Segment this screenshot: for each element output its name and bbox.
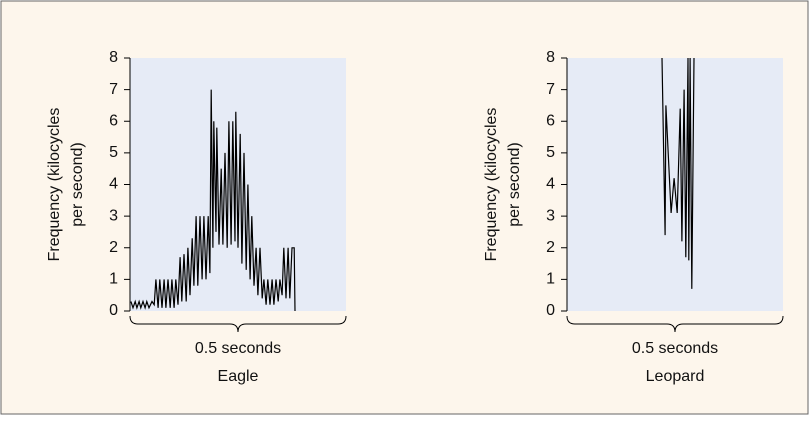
y-tick-label: 0 bbox=[109, 302, 118, 319]
y-tick-label: 8 bbox=[109, 49, 118, 66]
y-tick-label: 5 bbox=[546, 144, 555, 161]
data-line bbox=[130, 89, 296, 312]
y-axis-label: per second) bbox=[506, 142, 523, 227]
brace bbox=[566, 315, 784, 333]
data-line bbox=[661, 57, 695, 289]
y-axis-label: Frequency (kilocycles bbox=[483, 108, 500, 262]
y-tick-label: 8 bbox=[546, 49, 555, 66]
panel: 0 1 2 3 4 5 6 7 8 Frequency (kilocycles per second… bbox=[46, 49, 347, 385]
y-tick-label: 3 bbox=[546, 207, 555, 224]
y-tick-label: 5 bbox=[109, 144, 118, 161]
y-tick-label: 0 bbox=[546, 302, 555, 319]
y-tick-label: 3 bbox=[109, 207, 118, 224]
x-axis-label: 0.5 seconds bbox=[195, 340, 281, 357]
y-tick-label: 1 bbox=[109, 271, 118, 288]
x-axis-label: 0.5 seconds bbox=[632, 340, 718, 357]
y-tick-label: 2 bbox=[109, 239, 118, 256]
y-tick-label: 4 bbox=[109, 176, 118, 193]
chart-title: Leopard bbox=[646, 368, 705, 385]
panel: 0 1 2 3 4 5 6 7 8 Frequency (kilocycles per second… bbox=[483, 49, 784, 385]
y-tick-label: 6 bbox=[546, 112, 555, 129]
y-tick-label: 6 bbox=[109, 112, 118, 129]
y-tick-label: 1 bbox=[546, 271, 555, 288]
y-tick-label: 2 bbox=[546, 239, 555, 256]
y-tick-label: 4 bbox=[546, 176, 555, 193]
y-axis-label: per second) bbox=[69, 142, 86, 227]
y-tick-label: 7 bbox=[109, 81, 118, 98]
brace bbox=[129, 315, 347, 333]
y-axis-label: Frequency (kilocycles bbox=[46, 108, 63, 262]
plot-area bbox=[130, 58, 346, 311]
chart-title: Eagle bbox=[218, 368, 259, 385]
y-tick-label: 7 bbox=[546, 81, 555, 98]
